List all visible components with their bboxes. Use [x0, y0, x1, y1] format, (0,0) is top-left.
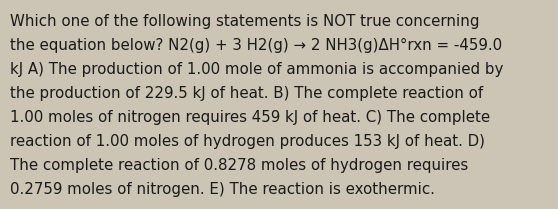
Text: kJ A) The production of 1.00 mole of ammonia is accompanied by: kJ A) The production of 1.00 mole of amm…: [10, 62, 503, 77]
Text: The complete reaction of 0.8278 moles of hydrogen requires: The complete reaction of 0.8278 moles of…: [10, 158, 468, 173]
Text: Which one of the following statements is NOT true concerning: Which one of the following statements is…: [10, 14, 479, 29]
Text: the equation below? N2(g) + 3 H2(g) → 2 NH3(g)ΔH°rxn = -459.0: the equation below? N2(g) + 3 H2(g) → 2 …: [10, 38, 502, 53]
Text: the production of 229.5 kJ of heat. B) The complete reaction of: the production of 229.5 kJ of heat. B) T…: [10, 86, 483, 101]
Text: 1.00 moles of nitrogen requires 459 kJ of heat. C) The complete: 1.00 moles of nitrogen requires 459 kJ o…: [10, 110, 490, 125]
Text: reaction of 1.00 moles of hydrogen produces 153 kJ of heat. D): reaction of 1.00 moles of hydrogen produ…: [10, 134, 485, 149]
Text: 0.2759 moles of nitrogen. E) The reaction is exothermic.: 0.2759 moles of nitrogen. E) The reactio…: [10, 182, 435, 197]
